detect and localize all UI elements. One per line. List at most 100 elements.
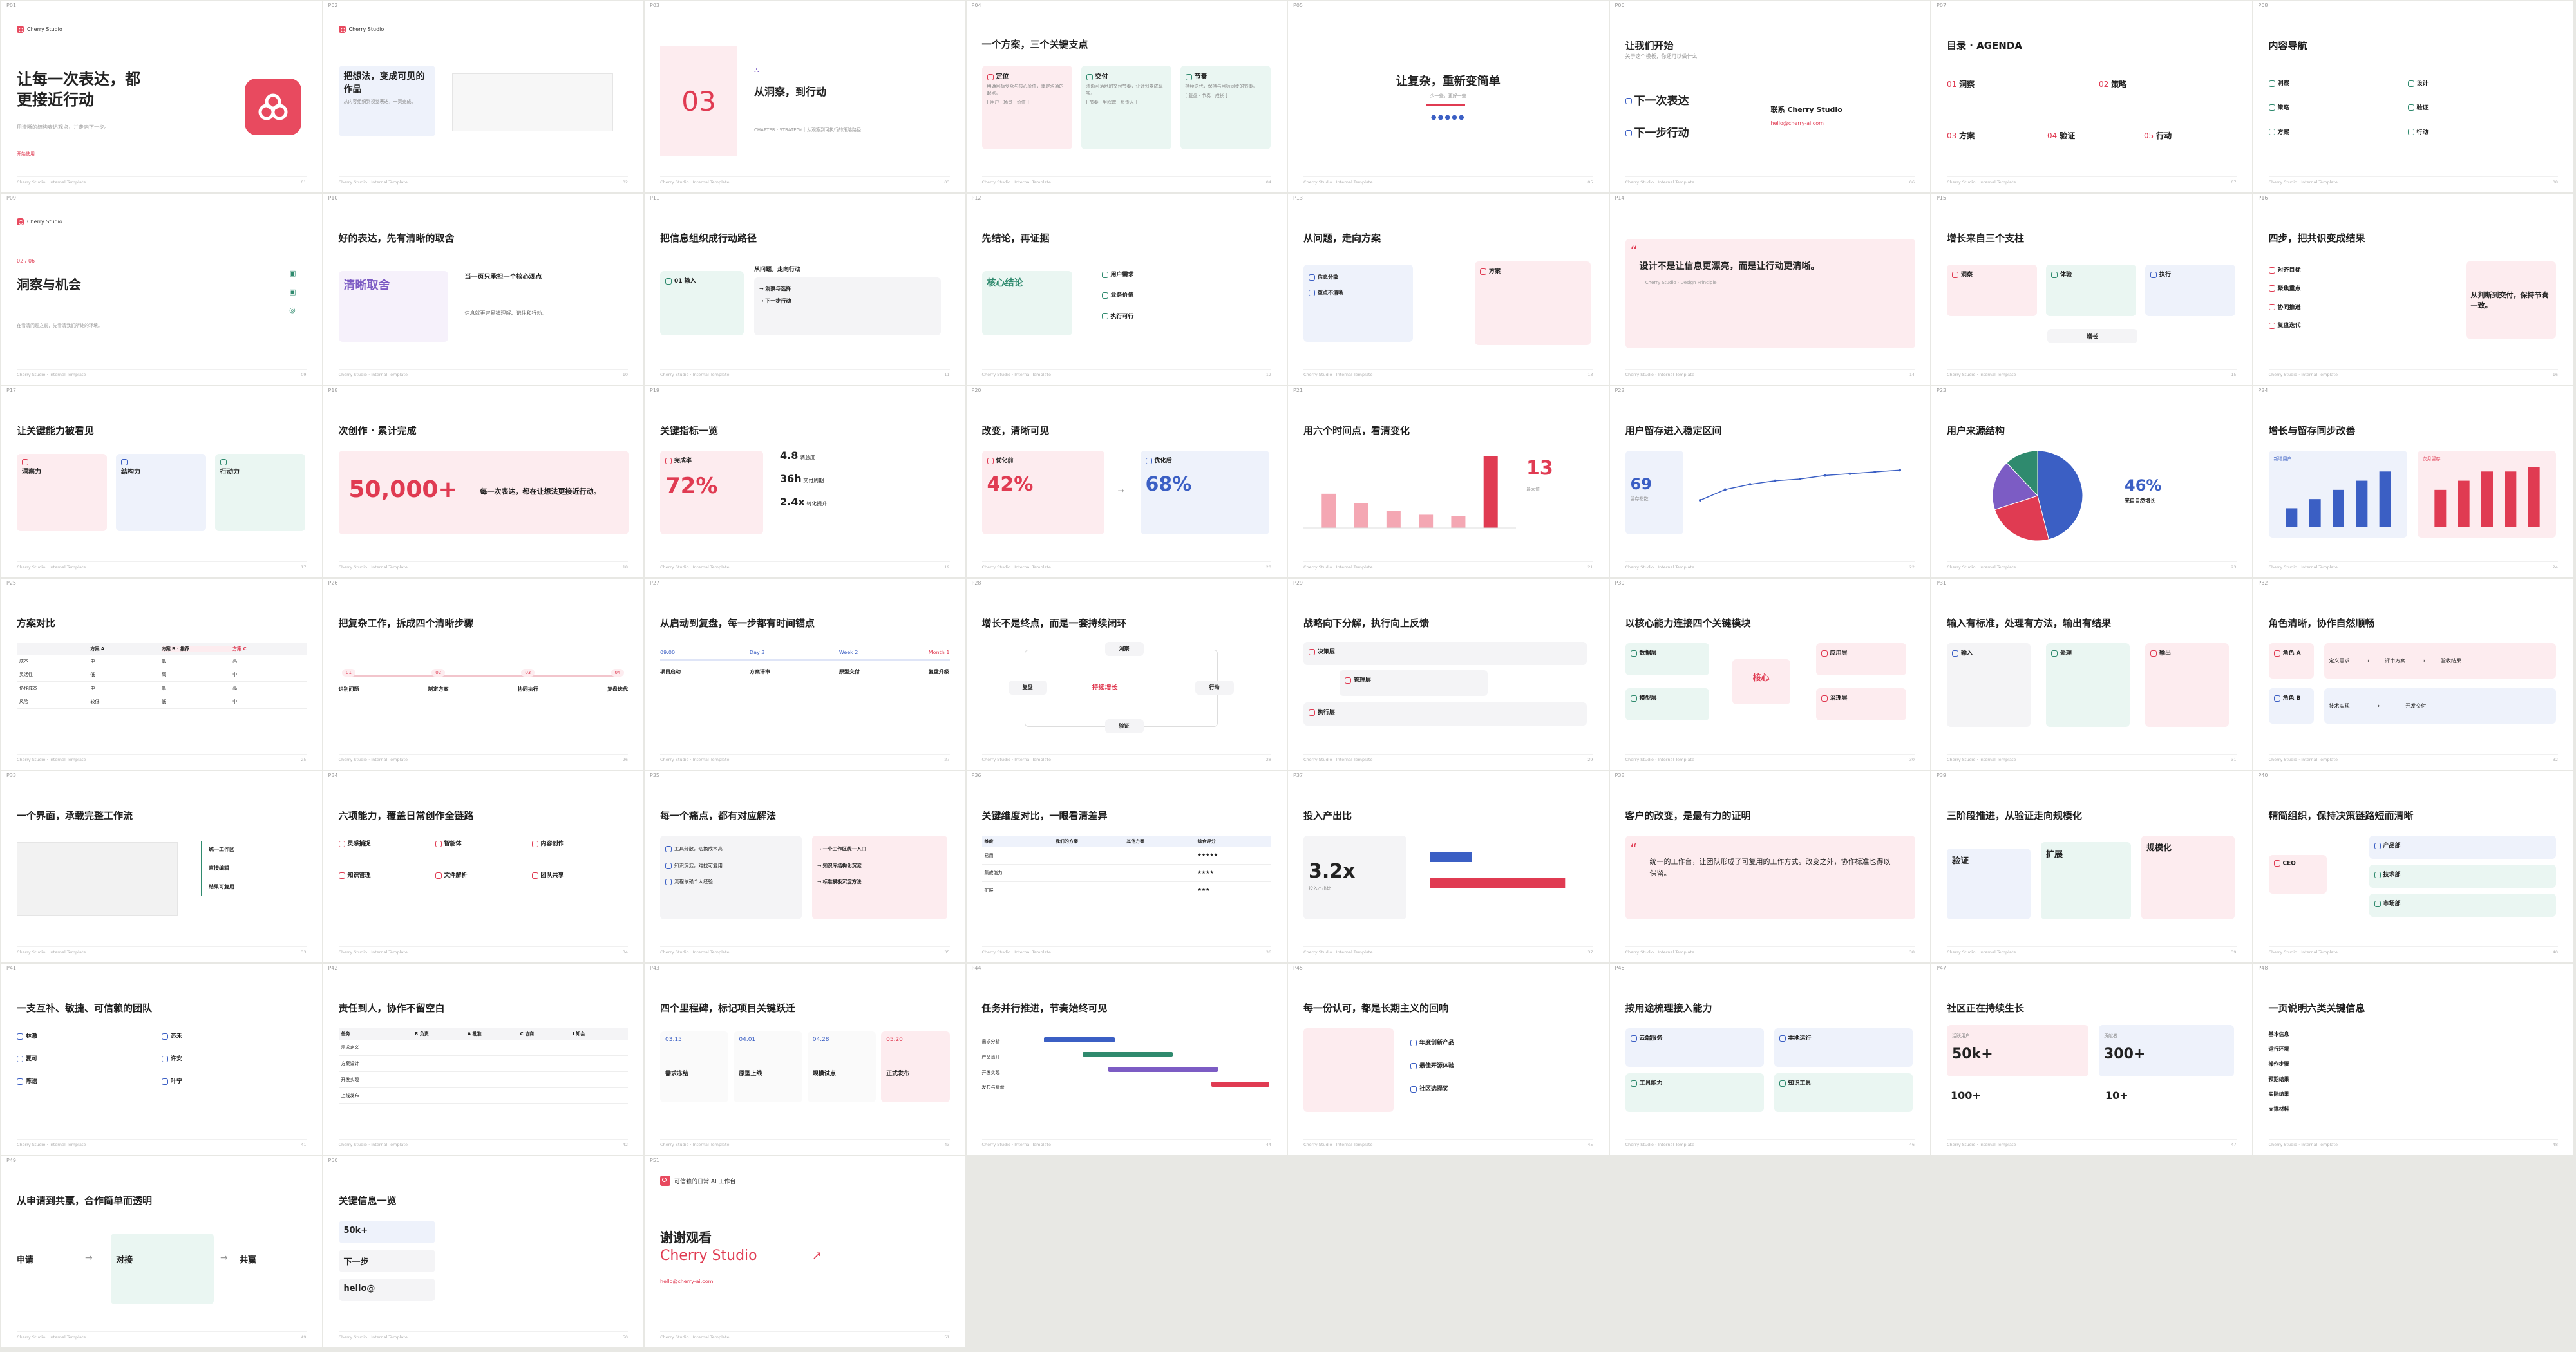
decoration: 03 — [944, 180, 950, 185]
text-label: 从内容组织到视觉表达，一页完成。 — [343, 99, 416, 105]
decoration — [1303, 1028, 1394, 1112]
slide-12[interactable]: P12 先结论，再证据 核心结论 用户需求 业务价值 执行可行 Cherry Stu… — [966, 194, 1287, 385]
decoration: 22 — [1909, 565, 1915, 570]
decoration — [19, 646, 90, 652]
slide-46[interactable]: P46 按用途梳理接入能力 云端服务 本地运行 工具能力 知识工具 Cherry… — [1609, 964, 1930, 1155]
text-label: P42 — [328, 965, 338, 971]
text-label: Cherry Studio · Internal Template — [2268, 950, 2338, 955]
slide-26[interactable]: P26 把复杂工作，拆成四个清晰步骤 01 识别问题 02 制定方案 03 协同执行 … — [323, 579, 643, 770]
slide-24[interactable]: P24 增长与留存同步改善 新增用户 次月留存 Cherry Studio · … — [2253, 386, 2573, 577]
text-label: 市场部 — [2383, 901, 2401, 907]
decoration: 01 — [301, 180, 307, 185]
slide-32[interactable]: P32 角色清晰，协作自然顺畅 角色 A 角色 B 定义需求 → 评审方案 → 验收结果… — [2253, 579, 2573, 770]
slide-30[interactable]: P30 以核心能力连接四个关键模块 数据层 模型层 核心 应用层 治理层 Che… — [1609, 579, 1930, 770]
decoration — [1630, 650, 1637, 657]
slide-43[interactable]: P43 四个里程碑，标记项目关键跃迁 03.15 需求冻结 04.01 原型上线 0… — [645, 964, 965, 1155]
slide-31[interactable]: P31 输入有标准，处理有方法，输出有结果 输入 处理 输出 Cherry St… — [1931, 579, 2252, 770]
text-label: 验证 — [1119, 723, 1130, 729]
bar — [1321, 493, 1336, 528]
decoration — [435, 872, 442, 879]
slide-06[interactable]: P06 让我们开始 关于这个模板，你还可以做什么 下一次表达 下一步行动 联系 … — [1609, 1, 1930, 192]
slide-02[interactable]: P02 Cherry Studio 把想法，变成可见的作品 从内容组织到视觉表达… — [323, 1, 643, 192]
text-label: P02 — [328, 3, 338, 8]
slide-04[interactable]: P04 一个方案，三个关键支点 定位 明确目标受众与核心价值，奠定沟通的起点。 [ … — [966, 1, 1287, 192]
decoration: Cherry Studio · Internal Template 46 — [1625, 1139, 1915, 1147]
decoration: Cherry Studio · Internal Template 35 — [660, 946, 950, 955]
slide-38[interactable]: P38 客户的改变，是最有力的证明 “ 统一的工作台，让团队形成了可复用的工作方式… — [1609, 771, 1930, 962]
decoration: 对齐目标 — [2268, 261, 2301, 280]
decoration — [348, 675, 618, 677]
text-label: 验证 — [2416, 104, 2429, 111]
slide-21[interactable]: P21 用六个时间点，看清变化 13 最大值 Cherry Studio · I… — [1288, 386, 1609, 577]
text-label: 对齐目标 — [2277, 267, 2301, 274]
decoration: Cherry Studio · Internal Template 41 — [17, 1139, 307, 1147]
text-label: 输入 — [1961, 650, 1973, 657]
text-label: P14 — [1615, 195, 1625, 201]
slide-17[interactable]: P17 让关键能力被看见 洞察力 结构力 行动力 Cherry Studio ·… — [1, 386, 322, 577]
slide-title: 增长不是终点，而是一套持续闭环 — [981, 617, 1127, 629]
slide-42[interactable]: P42 责任到人，协作不留空白 任务 R 负责 A 批准 C 协商 I 知会 需求定义 … — [323, 964, 643, 1155]
decoration: 01 输入 — [660, 271, 744, 335]
slide-45[interactable]: P45 每一份认可，都是长期主义的回响 年度创新产品 最佳开源体验 社区选择奖 Ch… — [1288, 964, 1609, 1155]
slide-35[interactable]: P35 每一个痛点，都有对应解法 工具分散，切换成本高 知识沉淀，难找可复用 流程依… — [645, 771, 965, 962]
decoration: 31 — [2231, 757, 2237, 762]
slide-49[interactable]: P49 从申请到共赢，合作简单而透明 申请 → 对接 → 共赢 Cherry S… — [1, 1156, 322, 1347]
decoration — [121, 459, 128, 465]
slide-23[interactable]: P23 用户来源结构 46% 来自自然增长 Cherry Studio · In… — [1931, 386, 2252, 577]
book-icon — [1625, 130, 1632, 136]
email-link[interactable]: hello@cherry-ai.com — [1770, 120, 1824, 126]
dots-icon: ●●●●● — [1430, 114, 1466, 121]
slide-title: 从问题，走向方案 — [1303, 232, 1381, 244]
decoration: 技术实现 → 开发交付 — [2324, 688, 2556, 724]
slide-50[interactable]: P50 关键信息一览 50k+ 下一步 hello@ Cherry Studio… — [323, 1156, 643, 1347]
slide-33[interactable]: P33 一个界面，承载完整工作流 统一工作区 直接编辑 结果可复用 Cherry S… — [1, 771, 322, 962]
slide-51[interactable]: P51 可信赖的日常 AI 工作台 谢谢观看 Cherry Studio ↗ h… — [645, 1156, 965, 1347]
slide-40[interactable]: P40 精简组织，保持决策链路短而清晰 CEO 产品部 技术部 市场部 Cher… — [2253, 771, 2573, 962]
decoration: 工具分散，切换成本高 — [665, 841, 797, 858]
slide-10[interactable]: P10 好的表达，先有清晰的取舍 清晰取舍 当一页只承担一个核心观点 信息就更容… — [323, 194, 643, 385]
slide-16[interactable]: P16 四步，把共识变成结果 对齐目标 聚焦重点 协同推进 复盘迭代 从判断到交付，保… — [2253, 194, 2573, 385]
slide-48[interactable]: P48 一页说明六类关键信息 基本信息 运行环境 操作步骤 预期结果 实际结果 支撑材料 … — [2253, 964, 2573, 1155]
slide-19[interactable]: P19 关键指标一览 完成率 72% 4.8 满意度 36h 交付周期 2.4x … — [645, 386, 965, 577]
slide-36[interactable]: P36 关键维度对比，一眼看清差异 维度 我们的方案 其他方案 综合评分 易用 ★★★★… — [966, 771, 1287, 962]
slide-37[interactable]: P37 投入产出比 3.2x 投入产出比 Cherry Studio · Inte… — [1288, 771, 1609, 962]
slide-11[interactable]: P11 把信息组织成行动路径 01 输入 从问题，走向行动 → 洞察与选择 → 下… — [645, 194, 965, 385]
decoration: 4.8 满意度 36h 交付周期 2.4x 转化提升 — [780, 451, 827, 507]
slide-28[interactable]: P28 增长不是终点，而是一套持续闭环 洞察 行动 验证 复盘 持续增长 Che… — [966, 579, 1287, 770]
email-link[interactable]: hello@cherry-ai.com — [660, 1279, 714, 1284]
slide-34[interactable]: P34 六项能力，覆盖日常创作全链路 灵感捕捉 智能体 内容创作 知识管理 文件… — [323, 771, 643, 962]
slide-08[interactable]: P08 内容导航 洞察 策略 方案 设计 验证 行动 Cherry Studio · I… — [2253, 1, 2573, 192]
text-label: 较低 — [90, 699, 100, 704]
slide-07[interactable]: P07 目录 · AGENDA 01 洞察 02 策略 03 方案 04 验证 … — [1931, 1, 2252, 192]
subtitle: CHAPTER · STRATEGY｜从观察到可执行的策略路径 — [754, 127, 861, 133]
text-label: P44 — [971, 965, 981, 971]
slide-27[interactable]: P27 从启动到复盘，每一步都有时间锚点 09:00 项目启动 Day 3 方案评审… — [645, 579, 965, 770]
slide-22[interactable]: P22 用户留存进入稳定区间 69 留存指数 Cherry Studio · In… — [1609, 386, 1930, 577]
slide-title: 从申请到共赢，合作简单而透明 — [17, 1195, 153, 1206]
decoration: 基本信息 运行环境 操作步骤 预期结果 实际结果 支撑材料 — [2269, 1027, 2289, 1116]
slide-41[interactable]: P41 一支互补、敏捷、可信赖的团队 林澈 苏禾 夏可 许安 陈语 叶宁 Che… — [1, 964, 322, 1155]
slide-13[interactable]: P13 从问题，走向方案 信息分散 重点不清晰 方案 Cherry Studio … — [1288, 194, 1609, 385]
slide-20[interactable]: P20 改变，清晰可见 优化前 42% → 优化后 68% Cherry Studi… — [966, 386, 1287, 577]
decoration: 年度创新产品 — [1410, 1031, 1454, 1055]
slide-44[interactable]: P44 任务并行推进，节奏始终可见 需求分析 产品设计 开发实现 发布与复盘 Cher… — [966, 964, 1287, 1155]
decoration — [2407, 80, 2414, 87]
text-label: P39 — [1937, 773, 1947, 778]
decoration — [2407, 129, 2414, 136]
decoration — [1630, 1080, 1637, 1087]
slide-09[interactable]: P09 Cherry Studio 02 / 06 洞察与机会 在看清问题之前，… — [1, 194, 322, 385]
slide-29[interactable]: P29 战略向下分解，执行向上反馈 决策层 管理层 执行层 Cherry Stu… — [1288, 579, 1609, 770]
slide-03[interactable]: P03 03 ⛬ 从洞察，到行动 CHAPTER · STRATEGY｜从观察到… — [645, 1, 965, 192]
slide-05[interactable]: P05 让复杂，重新变简单 少一些，更好一些 ●●●●● Cherry Stud… — [1288, 1, 1609, 192]
decoration: Cherry Studio · Internal Template 30 — [1625, 754, 1915, 762]
text-label: 开发实现 — [981, 1069, 1000, 1075]
slide-25[interactable]: P25 方案对比 方案 A 方案 B · 推荐 方案 C 成本中低高 灵活性低高中 … — [1, 579, 322, 770]
slide-14[interactable]: P14 “ 设计不是让信息更漂亮，而是让行动更清晰。 — Cherry Stud… — [1609, 194, 1930, 385]
decoration — [1185, 73, 1192, 80]
slide-15[interactable]: P15 增长来自三个支柱 洞察 体验 执行 增长 Cherry Studio ·… — [1931, 194, 2252, 385]
slide-title: 方案对比 — [17, 617, 56, 629]
slide-01[interactable]: P01 Cherry Studio 让每一次表达，都更接近行动 用清晰的结构表达… — [1, 1, 322, 192]
slide-18[interactable]: P18 次创作 · 累计完成 50,000+ 每一次表达，都在让想法更接近行动。… — [323, 386, 643, 577]
slide-39[interactable]: P39 三阶段推进，从验证走向规模化 验证 扩展 规模化 Cherry Stud… — [1931, 771, 2252, 962]
slide-47[interactable]: P47 社区正在持续生长 活跃用户 50k+ 贡献者 300+ 100+ 10+ C… — [1931, 964, 2252, 1155]
